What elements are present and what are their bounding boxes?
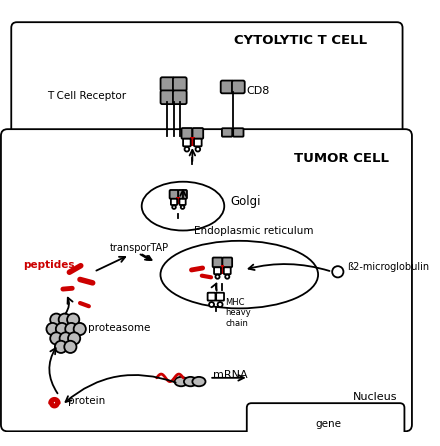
Text: gene: gene <box>315 419 341 429</box>
Circle shape <box>218 302 223 307</box>
Text: protein: protein <box>68 396 105 406</box>
Text: Golgi: Golgi <box>230 195 260 208</box>
Ellipse shape <box>192 377 205 386</box>
FancyBboxPatch shape <box>173 91 187 104</box>
Circle shape <box>56 323 68 335</box>
Text: transporTAP: transporTAP <box>109 244 169 253</box>
FancyBboxPatch shape <box>233 128 243 136</box>
FancyBboxPatch shape <box>161 77 174 91</box>
Circle shape <box>209 302 214 307</box>
FancyBboxPatch shape <box>194 139 202 146</box>
FancyBboxPatch shape <box>180 199 186 205</box>
Text: ß2-microglobulin: ß2-microglobulin <box>347 262 429 272</box>
Text: TUMOR CELL: TUMOR CELL <box>294 152 389 165</box>
FancyBboxPatch shape <box>173 77 187 91</box>
Circle shape <box>50 314 62 326</box>
FancyBboxPatch shape <box>222 257 232 267</box>
Text: T Cell Receptor: T Cell Receptor <box>47 91 126 101</box>
FancyBboxPatch shape <box>208 293 216 301</box>
Circle shape <box>47 323 59 335</box>
Circle shape <box>332 266 344 277</box>
Text: Nucleus: Nucleus <box>352 392 397 402</box>
FancyBboxPatch shape <box>1 129 412 431</box>
FancyBboxPatch shape <box>183 139 191 146</box>
Circle shape <box>195 147 200 152</box>
Circle shape <box>184 147 189 152</box>
Circle shape <box>181 205 184 209</box>
FancyBboxPatch shape <box>216 293 224 301</box>
Bar <box>259 432 392 443</box>
Circle shape <box>225 275 229 279</box>
FancyBboxPatch shape <box>178 190 187 199</box>
Circle shape <box>67 314 79 326</box>
FancyBboxPatch shape <box>232 81 245 93</box>
Ellipse shape <box>142 182 224 231</box>
Circle shape <box>216 275 220 279</box>
FancyBboxPatch shape <box>11 22 403 141</box>
Circle shape <box>68 332 80 344</box>
FancyBboxPatch shape <box>222 128 232 136</box>
Circle shape <box>172 205 176 209</box>
Circle shape <box>65 323 77 335</box>
FancyBboxPatch shape <box>182 128 192 139</box>
Bar <box>176 197 180 204</box>
FancyBboxPatch shape <box>214 267 221 274</box>
Text: proteasome: proteasome <box>88 323 150 333</box>
Circle shape <box>55 341 67 353</box>
Text: peptides: peptides <box>23 260 74 270</box>
Circle shape <box>50 332 62 344</box>
FancyBboxPatch shape <box>213 257 222 267</box>
Circle shape <box>64 341 77 353</box>
FancyBboxPatch shape <box>247 403 404 446</box>
FancyBboxPatch shape <box>193 128 203 139</box>
Ellipse shape <box>175 377 188 386</box>
Bar <box>296 432 326 443</box>
Text: mRNA: mRNA <box>213 370 248 380</box>
Text: MHC
heavy
chain: MHC heavy chain <box>225 298 251 328</box>
FancyBboxPatch shape <box>221 81 234 93</box>
Bar <box>220 265 224 274</box>
Bar <box>190 136 195 146</box>
FancyBboxPatch shape <box>224 267 231 274</box>
Text: Endoplasmic reticulum: Endoplasmic reticulum <box>194 226 313 236</box>
Ellipse shape <box>184 377 197 386</box>
Circle shape <box>59 332 72 344</box>
FancyBboxPatch shape <box>171 199 177 205</box>
Text: CYTOLYTIC T CELL: CYTOLYTIC T CELL <box>234 34 367 47</box>
FancyBboxPatch shape <box>169 190 179 199</box>
Circle shape <box>59 314 71 326</box>
Ellipse shape <box>161 241 318 308</box>
Circle shape <box>73 323 86 335</box>
Text: CD8: CD8 <box>247 86 270 96</box>
FancyBboxPatch shape <box>161 91 174 104</box>
